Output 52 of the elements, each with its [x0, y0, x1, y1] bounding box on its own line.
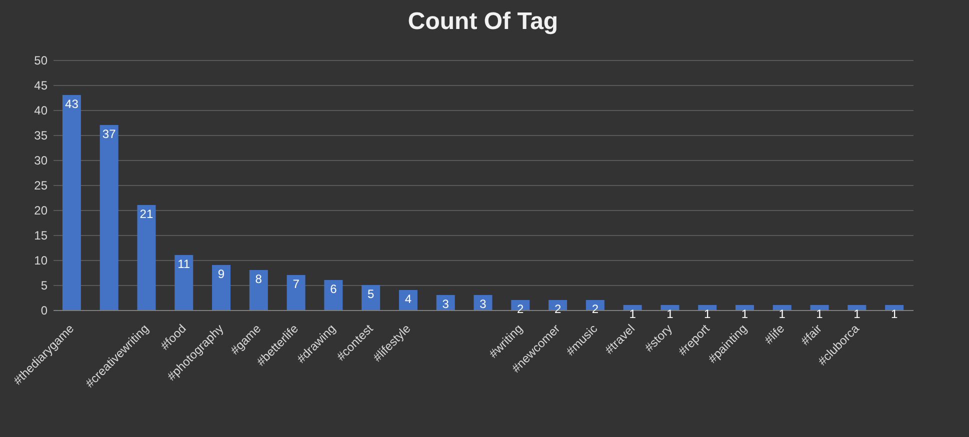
bar	[698, 305, 717, 310]
data-label: 1	[741, 307, 748, 321]
bar	[174, 255, 194, 310]
bar	[249, 270, 268, 310]
data-label: 1	[778, 307, 786, 321]
data-label: 1	[666, 307, 674, 321]
bar	[398, 290, 418, 310]
bar	[100, 125, 118, 310]
bar	[810, 305, 829, 310]
data-label: 3	[442, 297, 450, 311]
y-tick-label: 25	[34, 178, 48, 192]
y-tick-label: 30	[34, 154, 48, 168]
data-label: 6	[330, 282, 338, 296]
bar	[286, 275, 306, 310]
data-label: 1	[704, 307, 712, 321]
y-tick-label: 15	[34, 228, 48, 242]
data-label: 1	[890, 307, 898, 321]
data-label: 11	[178, 257, 190, 271]
bar	[324, 280, 343, 310]
data-label: 5	[367, 287, 374, 301]
x-tick-label: #life	[762, 321, 788, 348]
bar	[885, 305, 904, 310]
data-label: 37	[102, 127, 116, 141]
data-label: 9	[218, 267, 225, 281]
data-label: 21	[140, 207, 154, 221]
bar	[137, 205, 156, 310]
y-tick-label: 35	[34, 128, 48, 142]
data-label: 4	[404, 292, 412, 306]
y-tick-label: 50	[34, 54, 48, 68]
y-tick-label: 45	[34, 78, 48, 92]
data-label: 43	[65, 97, 79, 111]
bar	[772, 305, 792, 310]
data-label: 1	[629, 307, 636, 321]
y-tick-label: 40	[34, 104, 48, 118]
data-label: 1	[816, 307, 824, 321]
bar	[623, 305, 642, 310]
data-label: 7	[292, 277, 300, 291]
y-tick-label: 0	[40, 304, 48, 318]
bar	[735, 305, 754, 310]
y-tick-label: 10	[34, 254, 48, 268]
data-label: 1	[854, 307, 861, 321]
bar	[848, 305, 866, 310]
bar	[62, 95, 81, 310]
bar	[660, 305, 680, 310]
bar	[362, 285, 380, 310]
data-label: 8	[255, 272, 262, 286]
data-label: 3	[480, 297, 487, 311]
bar	[474, 295, 492, 310]
chart-title: Count Of Tag	[408, 8, 558, 35]
bar	[212, 265, 231, 310]
y-tick-label: 5	[40, 278, 48, 292]
y-tick-label: 20	[34, 204, 48, 218]
